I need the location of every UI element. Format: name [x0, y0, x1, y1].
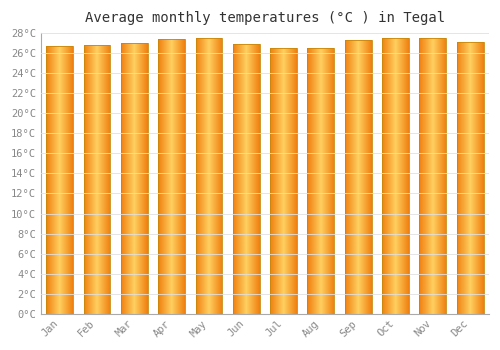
Bar	[270, 48, 297, 314]
Bar	[457, 42, 483, 314]
Bar	[345, 40, 372, 314]
Bar	[308, 48, 334, 314]
Bar	[121, 43, 148, 314]
Bar	[158, 39, 185, 314]
Bar	[46, 46, 73, 314]
Bar	[196, 38, 222, 314]
Bar	[233, 44, 260, 314]
Title: Average monthly temperatures (°C ) in Tegal: Average monthly temperatures (°C ) in Te…	[85, 11, 445, 25]
Bar	[84, 45, 110, 314]
Bar	[382, 38, 409, 314]
Bar	[420, 38, 446, 314]
